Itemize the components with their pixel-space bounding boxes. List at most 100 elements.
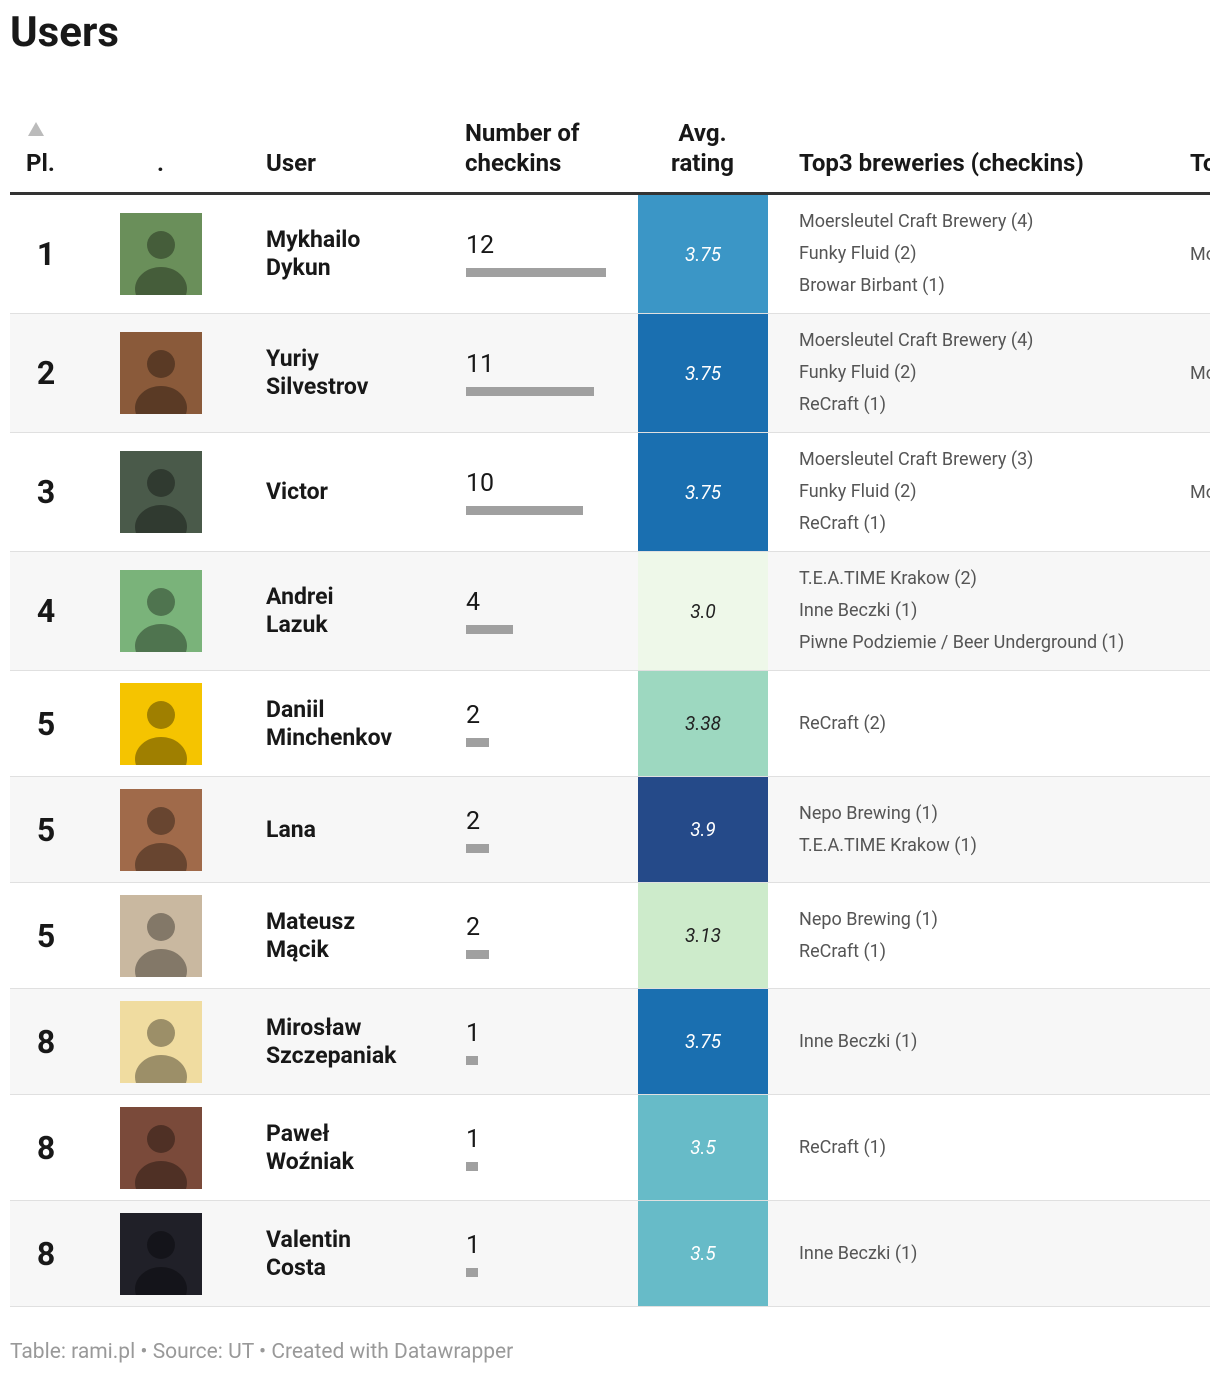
rating-value: 3.75 bbox=[685, 1030, 721, 1053]
user-cell: Valentin Costa bbox=[266, 1201, 351, 1306]
brewery: Nepo Brewing (1) bbox=[799, 908, 938, 930]
sort-arrow bbox=[28, 122, 44, 136]
user-cell: Mykhailo Dykun bbox=[266, 195, 360, 313]
table-row: 8 Paweł Woźniak 1 3.5 ReCraft (1) bbox=[10, 1095, 1210, 1201]
checkins-value: 2 bbox=[466, 912, 481, 942]
checkins-cell: 2 bbox=[466, 671, 490, 776]
checkins-cell: 1 bbox=[466, 1201, 480, 1306]
avatar-image bbox=[120, 451, 202, 533]
place: 5 bbox=[36, 810, 56, 849]
user-name: Daniil Minchenkov bbox=[266, 695, 393, 751]
table-body: 1 Mykhailo Dykun 12 3.75 Moersleutel Craft B… bbox=[10, 195, 1210, 1307]
footer: Table: rami.pl • Source: UT • Created wi… bbox=[10, 1340, 514, 1364]
breweries-cell: Moersleutel Craft Brewery (4) Funky Fluid… bbox=[799, 195, 1033, 313]
user-cell: Andrei Lazuk bbox=[266, 552, 334, 670]
rating-cell: 3.75 bbox=[638, 314, 768, 432]
header: Pl. bbox=[26, 149, 55, 177]
checkins-value: 1 bbox=[466, 1018, 481, 1048]
brewery: Inne Beczki (1) bbox=[799, 1030, 918, 1052]
avatar-image bbox=[120, 894, 202, 977]
rating-cell: 3.75 bbox=[638, 195, 768, 313]
brewery: Moersleutel Craft Brewery (3) bbox=[799, 449, 1034, 470]
rating-cell: 3.38 bbox=[638, 671, 768, 776]
avatar-image bbox=[120, 213, 202, 295]
header: User bbox=[266, 149, 316, 177]
user-cell: Mateusz Mącik bbox=[266, 883, 355, 988]
brewery: Nepo Brewing (1) bbox=[799, 802, 938, 824]
user-name: Victor bbox=[266, 478, 328, 505]
table-row: 4 Andrei Lazuk 4 3.0 T.E.A.TIME Krakow (2) In… bbox=[10, 552, 1210, 671]
table-row: 5 Lana 2 3.9 Nepo Brewing (1) T.E.A.TIME Krak… bbox=[10, 777, 1210, 883]
breweries-cell: Inne Beczki (1) bbox=[799, 1201, 917, 1306]
brewery: T.E.A.TIME Krakow (1) bbox=[799, 834, 977, 856]
rating-cell: 3.5 bbox=[638, 1201, 768, 1306]
table-row: 8 Valentin Costa 1 3.5 Inne Beczki (1) bbox=[10, 1201, 1210, 1307]
avatar-image bbox=[120, 682, 202, 765]
checkins-bar bbox=[466, 1267, 478, 1277]
brewery: Moersleutel Craft Brewery (4) bbox=[799, 211, 1034, 232]
user-name: Paweł Woźniak bbox=[266, 1119, 354, 1175]
checkins-bar bbox=[466, 387, 595, 396]
user-name: Mykhailo Dykun bbox=[266, 226, 361, 281]
header: . bbox=[157, 149, 164, 177]
rating-value: 3.9 bbox=[690, 818, 716, 841]
rating-value: 3.13 bbox=[685, 924, 721, 947]
user-name: Lana bbox=[266, 815, 316, 843]
brewery: Moersleutel Craft Brewery (4) bbox=[799, 330, 1034, 351]
avatar-image bbox=[120, 332, 202, 414]
checkins-value: 11 bbox=[466, 350, 495, 379]
breweries-cell: Nepo Brewing (1) ReCraft (1) bbox=[799, 883, 938, 988]
checkins-value: 1 bbox=[466, 1230, 481, 1260]
user-cell: Yuriy Silvestrov bbox=[266, 314, 368, 432]
checkins-bar bbox=[466, 268, 606, 277]
breweries-cell: Inne Beczki (1) bbox=[799, 989, 917, 1094]
avatar bbox=[120, 552, 202, 670]
rating-cell: 3.75 bbox=[638, 989, 768, 1094]
user-name: Mirosław Szczepaniak bbox=[266, 1013, 397, 1069]
extra-cell: Mo bbox=[1190, 243, 1210, 265]
user-name: Valentin Costa bbox=[266, 1225, 351, 1281]
rating-value: 3.75 bbox=[685, 480, 721, 504]
brewery: Funky Fluid (2) bbox=[799, 481, 917, 502]
avatar-image bbox=[120, 788, 202, 871]
rating-cell: 3.75 bbox=[638, 433, 768, 551]
table-row: 5 Mateusz Mącik 2 3.13 Nepo Brewing (1) ReCra… bbox=[10, 883, 1210, 989]
table-row: 8 Mirosław Szczepaniak 1 3.75 Inne Beczki (1… bbox=[10, 989, 1210, 1095]
brewery: Piwne Podziemie / Beer Underground (1) bbox=[799, 632, 1125, 653]
user-name: Andrei Lazuk bbox=[266, 583, 334, 638]
checkins-bar bbox=[466, 625, 513, 634]
checkins-bar bbox=[466, 737, 490, 747]
avatar-image bbox=[120, 1106, 202, 1189]
avatar bbox=[120, 777, 202, 882]
header: Number of checkins bbox=[465, 119, 580, 177]
header: Top3 breweries (checkins) bbox=[799, 149, 1084, 177]
table-row: 5 Daniil Minchenkov 2 3.38 ReCraft (2) bbox=[10, 671, 1210, 777]
checkins-bar bbox=[466, 949, 490, 959]
user-name: Mateusz Mącik bbox=[266, 907, 356, 963]
rating-value: 3.75 bbox=[685, 242, 721, 266]
place: 3 bbox=[36, 473, 56, 511]
rating-cell: 3.5 bbox=[638, 1095, 768, 1200]
header: To bbox=[1190, 149, 1210, 177]
breweries-cell: ReCraft (1) bbox=[799, 1095, 886, 1200]
table: Pl. . User Number of checkins Avg. ratin… bbox=[10, 100, 1210, 1307]
brewery: ReCraft (1) bbox=[799, 940, 887, 962]
extra-cell: Mo bbox=[1190, 481, 1210, 503]
checkins-cell: 1 bbox=[466, 1095, 480, 1200]
checkins-bar bbox=[466, 506, 583, 515]
brewery: Inne Beczki (1) bbox=[799, 600, 918, 621]
user-name: Yuriy Silvestrov bbox=[266, 345, 369, 400]
checkins-value: 12 bbox=[466, 231, 495, 260]
brewery: Funky Fluid (2) bbox=[799, 243, 917, 264]
brewery: ReCraft (2) bbox=[799, 712, 887, 734]
avatar bbox=[120, 883, 202, 988]
place: 1 bbox=[36, 235, 56, 273]
checkins-value: 4 bbox=[466, 588, 481, 617]
user-cell: Paweł Woźniak bbox=[266, 1095, 354, 1200]
avatar bbox=[120, 433, 202, 551]
checkins-bar bbox=[466, 1055, 478, 1065]
breweries-cell: Nepo Brewing (1) T.E.A.TIME Krakow (1) bbox=[799, 777, 977, 882]
breweries-cell: Moersleutel Craft Brewery (4) Funky Fluid… bbox=[799, 314, 1033, 432]
table-row: 1 Mykhailo Dykun 12 3.75 Moersleutel Craft B… bbox=[10, 195, 1210, 314]
